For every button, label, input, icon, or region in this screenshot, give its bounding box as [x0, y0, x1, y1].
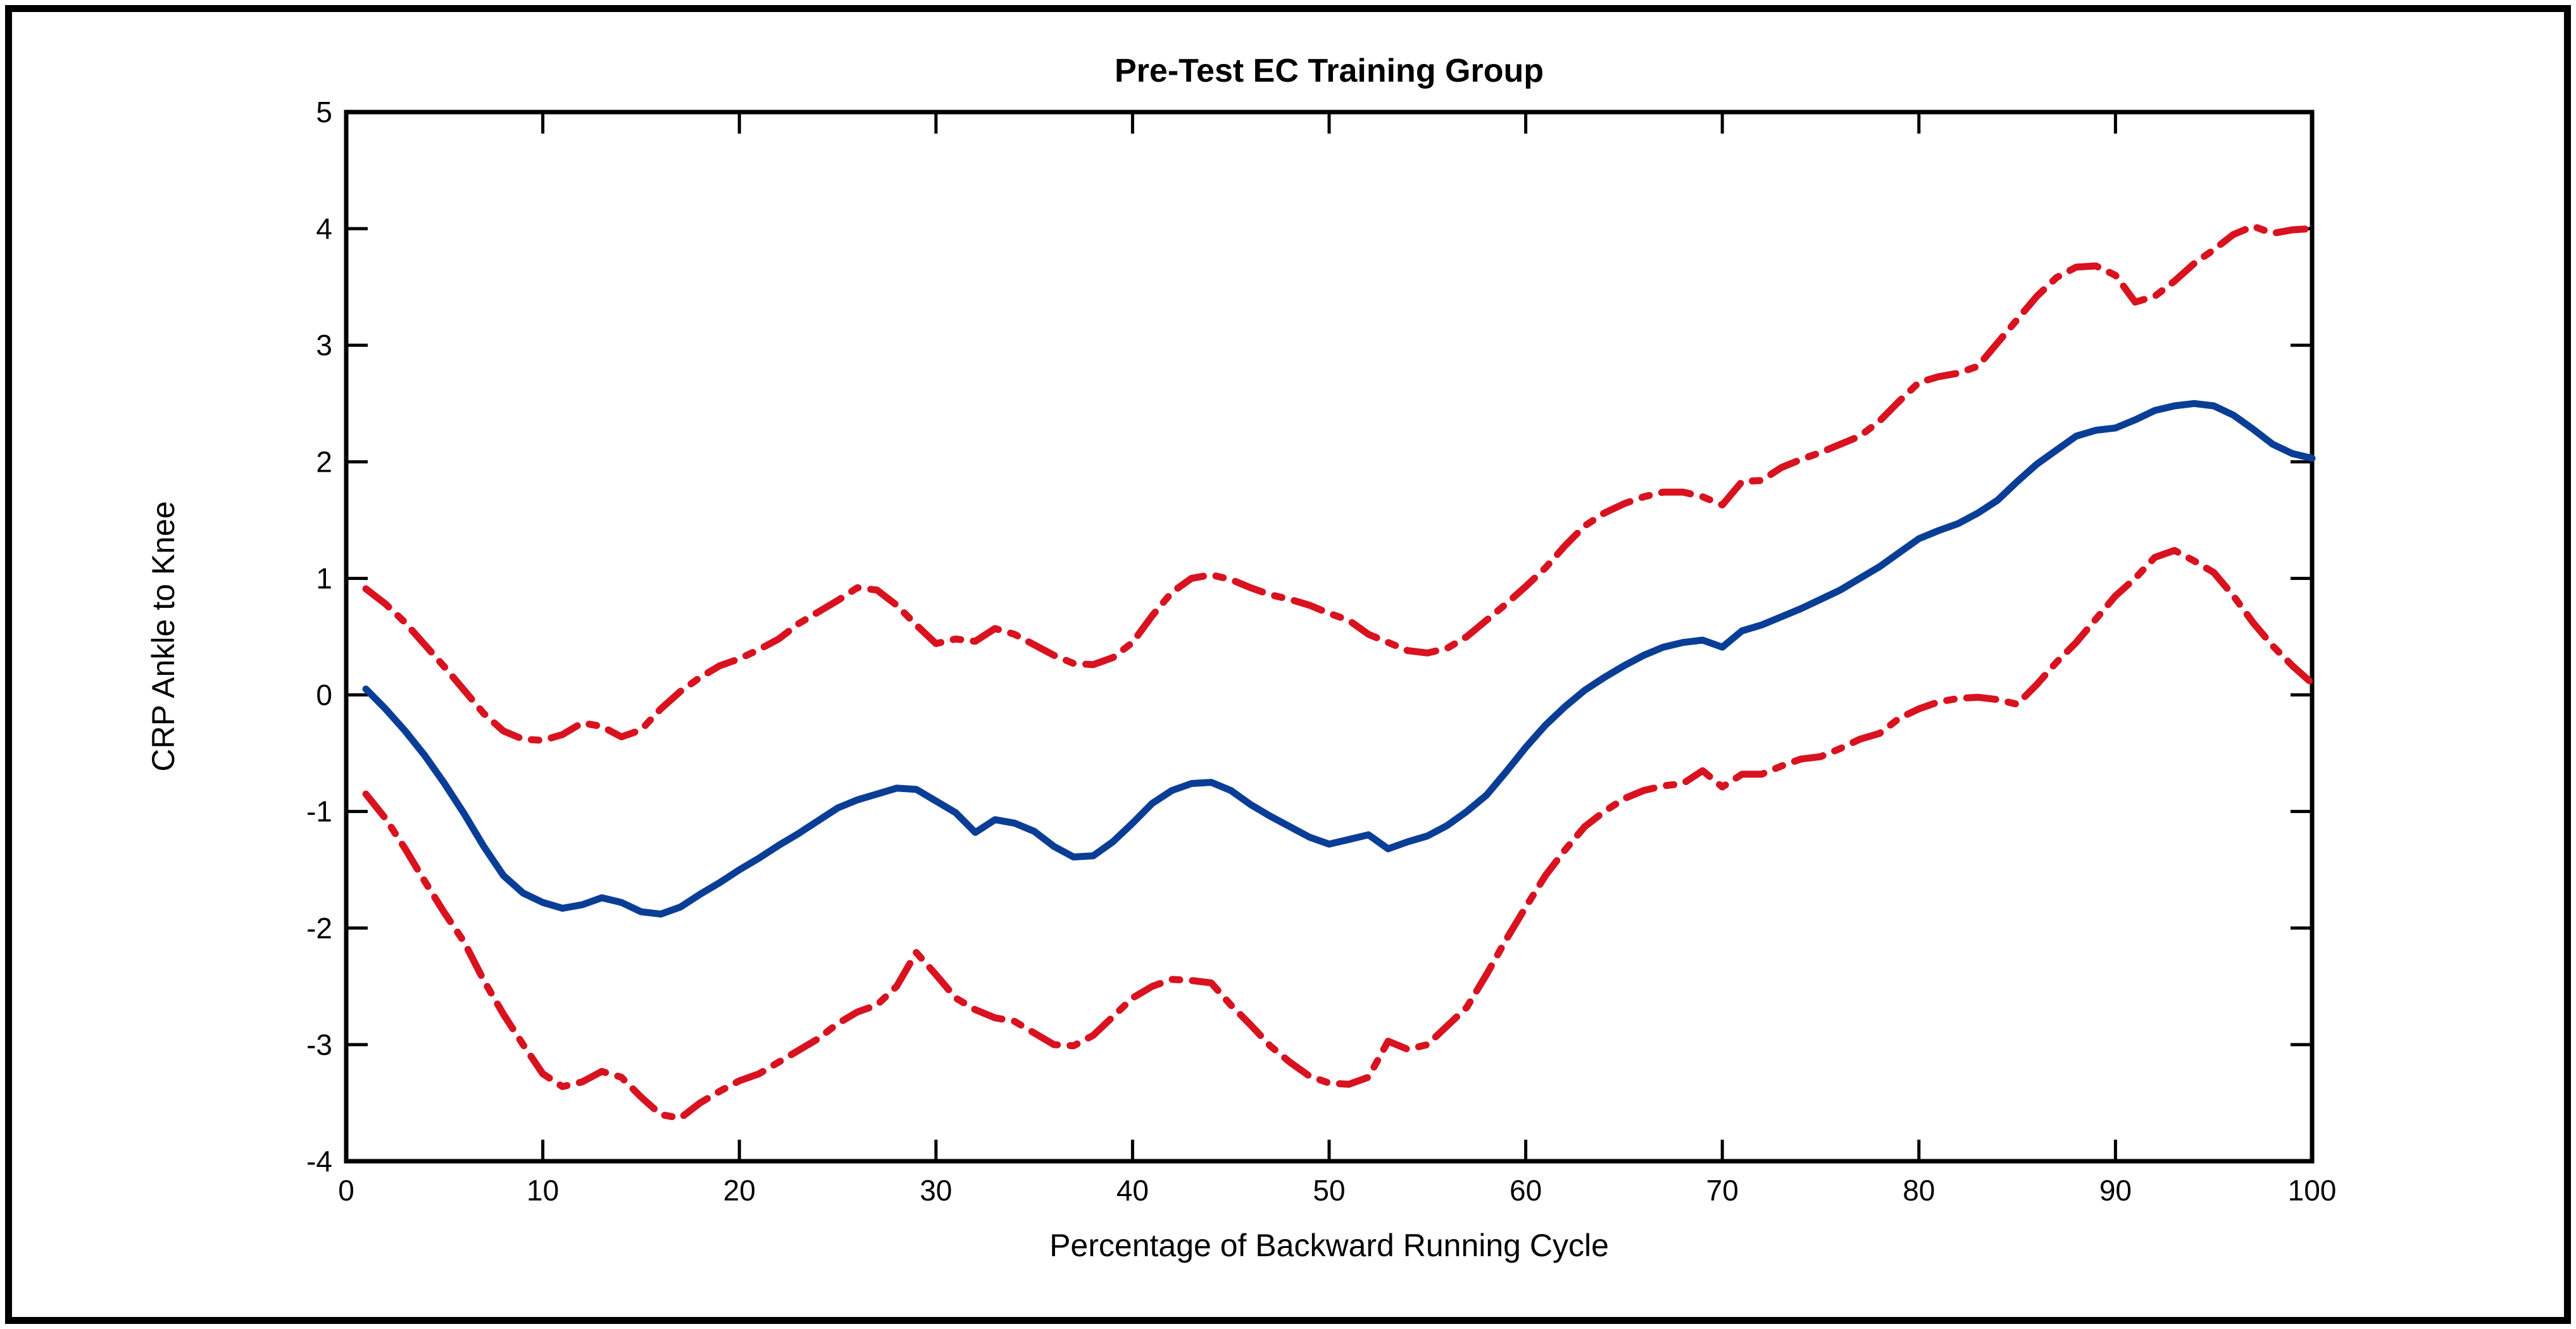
- upper-sd-line: [362, 222, 2316, 744]
- x-tick-label: 0: [338, 1174, 354, 1207]
- x-tick-label: 90: [2099, 1174, 2132, 1207]
- y-tick-label: 5: [316, 96, 332, 129]
- x-tick-label: 20: [723, 1174, 756, 1207]
- x-tick-label: 80: [1903, 1174, 1935, 1207]
- y-tick-label: -4: [306, 1145, 332, 1178]
- x-tick-label: 70: [1706, 1174, 1739, 1207]
- x-tick-label: 30: [920, 1174, 952, 1207]
- y-tick-label: -2: [306, 912, 332, 945]
- y-tick-label: 4: [316, 212, 332, 245]
- x-tick-label: 10: [527, 1174, 559, 1207]
- y-tick-label: 3: [316, 329, 332, 362]
- chart-title: Pre-Test EC Training Group: [1114, 53, 1544, 89]
- mean-line: [362, 400, 2316, 918]
- y-tick-label: 2: [316, 445, 332, 478]
- x-tick-label: 40: [1116, 1174, 1149, 1207]
- x-tick-label: 60: [1510, 1174, 1542, 1207]
- y-tick-label: -3: [306, 1028, 332, 1061]
- plot-box: [344, 110, 2315, 1164]
- y-tick-label: -1: [306, 795, 332, 828]
- image-border: [5, 5, 2571, 1324]
- x-axis-label: Percentage of Backward Running Cycle: [1049, 1228, 1609, 1263]
- lower-sd-line: [362, 546, 2316, 1122]
- x-tick-label: 50: [1313, 1174, 1345, 1207]
- y-tick-label: 1: [316, 562, 332, 595]
- y-tick-label: 0: [316, 679, 332, 712]
- x-tick-label: 100: [2288, 1174, 2337, 1207]
